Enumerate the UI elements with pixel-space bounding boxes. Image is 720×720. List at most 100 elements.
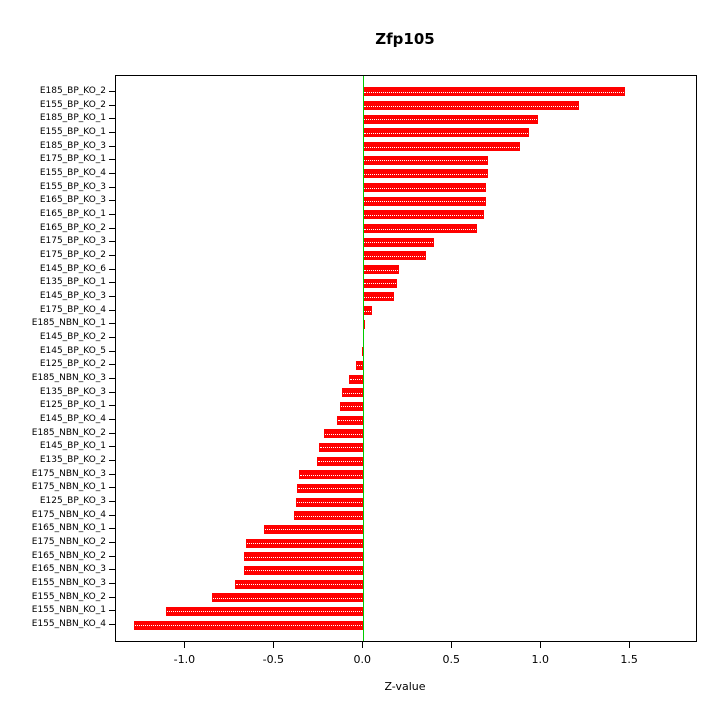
y-tick-label: E155_NBN_KO_4 <box>31 619 106 630</box>
x-tick-mark <box>451 642 453 648</box>
y-tick-mark <box>109 569 115 571</box>
y-tick-label: E165_NBN_KO_3 <box>31 564 106 575</box>
y-tick-label: E175_BP_KO_4 <box>39 304 106 315</box>
bar-hatch <box>364 187 486 189</box>
bar-hatch <box>364 146 519 148</box>
bar <box>336 415 364 425</box>
y-tick-label: E125_BP_KO_2 <box>39 359 106 370</box>
bar <box>244 565 364 575</box>
bar <box>363 278 398 288</box>
bar <box>363 292 394 302</box>
bar-hatch <box>364 105 578 107</box>
bar-hatch <box>337 420 363 422</box>
bar <box>363 169 488 179</box>
y-tick-label: E135_BP_KO_1 <box>39 277 106 288</box>
y-tick-mark <box>109 583 115 585</box>
bar-hatch <box>364 132 528 134</box>
y-tick-label: E185_BP_KO_1 <box>39 113 106 124</box>
bar-hatch <box>298 488 363 490</box>
bar-hatch <box>350 379 363 380</box>
bar <box>165 606 364 616</box>
y-tick-mark <box>109 254 115 256</box>
y-tick-label: E175_BP_KO_1 <box>39 154 106 165</box>
bar-hatch <box>300 474 363 476</box>
plot-area <box>115 75 697 642</box>
y-tick-label: E135_BP_KO_2 <box>39 455 106 466</box>
bar <box>293 511 364 521</box>
y-tick-label: E185_BP_KO_2 <box>39 85 106 96</box>
y-tick-label: E155_NBN_KO_1 <box>31 605 106 616</box>
bar-hatch <box>364 228 477 230</box>
y-tick-label: E155_NBN_KO_3 <box>31 578 106 589</box>
bar-hatch <box>245 556 363 558</box>
bar-hatch <box>364 283 397 285</box>
bar <box>324 429 364 439</box>
bar <box>356 360 364 370</box>
bar-hatch <box>364 242 434 244</box>
bar-hatch <box>166 611 363 613</box>
y-tick-label: E185_NBN_KO_2 <box>31 427 106 438</box>
y-tick-mark <box>109 446 115 448</box>
bar-hatch <box>364 214 484 216</box>
bar <box>295 497 364 507</box>
bar <box>317 456 364 466</box>
bar <box>363 306 373 316</box>
bar-hatch <box>341 406 363 408</box>
y-tick-label: E155_BP_KO_1 <box>39 126 106 137</box>
bar <box>341 388 364 398</box>
y-tick-label: E175_NBN_KO_1 <box>31 482 106 493</box>
bar <box>297 483 364 493</box>
y-tick-mark <box>109 227 115 229</box>
y-tick-mark <box>109 90 115 92</box>
x-tick-mark <box>184 642 186 648</box>
y-tick-mark <box>109 405 115 407</box>
y-tick-label: E165_NBN_KO_1 <box>31 523 106 534</box>
y-tick-label: E185_BP_KO_3 <box>39 140 106 151</box>
y-tick-label: E175_NBN_KO_4 <box>31 509 106 520</box>
y-tick-mark <box>109 336 115 338</box>
zero-line <box>362 76 364 641</box>
bar <box>245 538 364 548</box>
bar <box>363 142 520 152</box>
y-tick-mark <box>109 501 115 503</box>
bar-hatch <box>245 570 363 572</box>
y-tick-mark <box>109 282 115 284</box>
y-tick-mark <box>109 172 115 174</box>
y-tick-label: E145_BP_KO_2 <box>39 331 106 342</box>
bar <box>363 87 625 97</box>
y-tick-label: E125_BP_KO_1 <box>39 400 106 411</box>
y-tick-mark <box>109 610 115 612</box>
y-tick-label: E155_BP_KO_3 <box>39 181 106 192</box>
y-tick-mark <box>109 213 115 215</box>
bar <box>235 579 364 589</box>
x-tick-mark <box>362 642 364 648</box>
x-tick-mark <box>629 642 631 648</box>
x-tick-label: 1.0 <box>531 653 549 666</box>
bar <box>363 210 485 220</box>
y-tick-mark <box>109 309 115 311</box>
y-tick-mark <box>109 432 115 434</box>
bar <box>133 620 364 630</box>
bar-hatch <box>364 91 624 93</box>
y-tick-label: E165_NBN_KO_2 <box>31 550 106 561</box>
bar <box>318 442 364 452</box>
bar-hatch <box>364 173 487 175</box>
y-tick-mark <box>109 487 115 489</box>
bar-hatch <box>236 584 363 586</box>
bar <box>363 128 529 138</box>
y-tick-label: E145_BP_KO_1 <box>39 441 106 452</box>
y-tick-mark <box>109 145 115 147</box>
bar-hatch <box>364 310 372 312</box>
y-tick-mark <box>109 131 115 133</box>
y-tick-label: E125_BP_KO_3 <box>39 496 106 507</box>
bar-hatch <box>213 597 363 599</box>
y-tick-mark <box>109 528 115 530</box>
x-tick-label: 0.0 <box>353 653 372 666</box>
bar <box>363 319 366 329</box>
bar <box>244 552 364 562</box>
bar <box>363 155 488 165</box>
y-tick-mark <box>109 159 115 161</box>
y-tick-label: E185_NBN_KO_1 <box>31 318 106 329</box>
y-tick-mark <box>109 350 115 352</box>
y-tick-label: E145_BP_KO_4 <box>39 414 106 425</box>
